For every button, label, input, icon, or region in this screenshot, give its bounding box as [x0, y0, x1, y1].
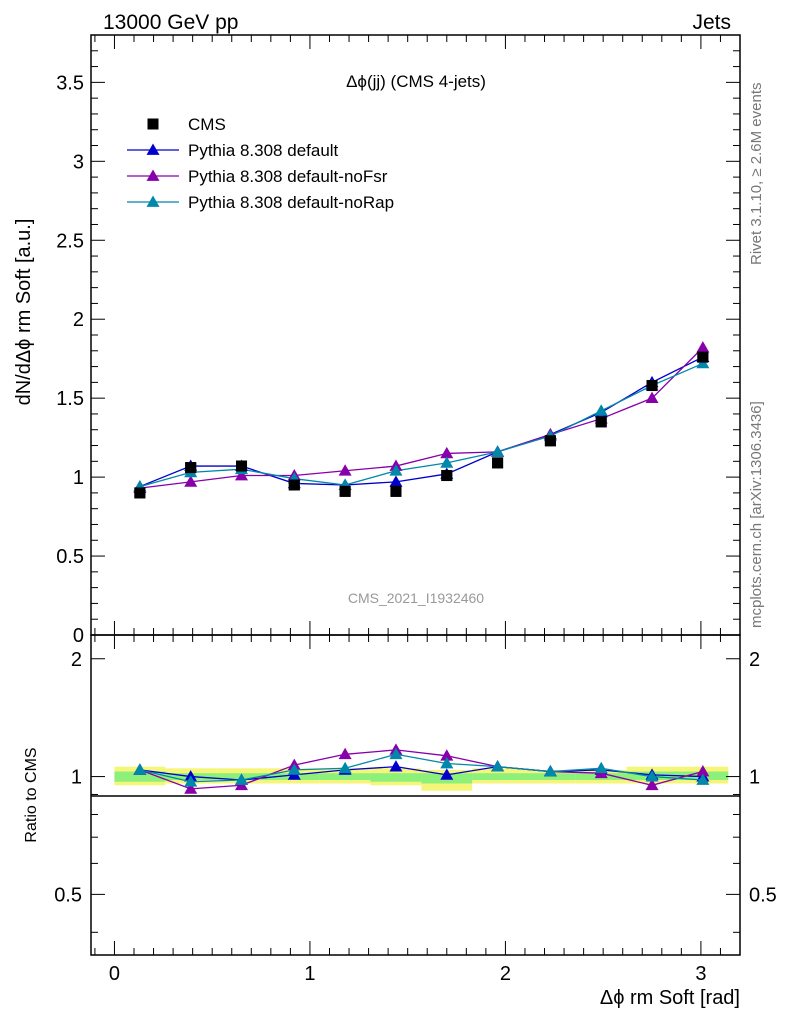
main-y-tick-label: 2 — [73, 309, 84, 331]
header-right: Jets — [692, 11, 731, 34]
ratio-point-noRap — [543, 765, 557, 777]
watermark: CMS_2021_I1932460 — [348, 590, 484, 606]
legend: CMS Pythia 8.308 default Pythia 8.308 defa… — [127, 115, 394, 212]
main-y-tick-label: 3 — [73, 151, 84, 173]
x-axis: 0 1 2 3 — [109, 963, 707, 985]
data-point-cms — [595, 416, 607, 428]
ratio-point-noFsr — [696, 765, 710, 777]
data-point-cms — [492, 457, 504, 469]
main-y-tick-label: 1 — [73, 467, 84, 489]
ratio-point-noFsr — [645, 778, 659, 791]
data-point-noFsr — [338, 464, 352, 476]
ratio-frame — [90, 634, 741, 956]
ratio-band-inner — [523, 773, 576, 780]
side-text-bottom: mcplots.cern.ch [arXiv:1306.3436] — [748, 401, 765, 628]
ratio-point-noRap — [389, 747, 403, 760]
series-line-default — [139, 356, 704, 488]
ratio-point-noRap — [184, 775, 198, 787]
plot-title: Δϕ(jj) (CMS 4-jets) — [346, 72, 486, 91]
legend-label: Pythia 8.308 default — [188, 141, 339, 160]
main-y-tick-label: 2.5 — [56, 230, 84, 252]
data-point-noRap — [440, 456, 454, 468]
ratio-y-tick-label-right: 1 — [749, 767, 760, 789]
ratio-ticks: 0.5 0.5 1 1 2 2 — [54, 635, 777, 955]
ratio-y-label: Ratio to CMS — [23, 747, 40, 842]
main-panel: 0 0.5 1 1.5 2 2.5 3 3.5 Δϕ(jj) (CMS 4-jets) CMS… — [13, 34, 741, 647]
legend-marker-noRap — [146, 195, 160, 207]
ratio-point-noFsr — [338, 747, 352, 760]
x-axis-label: Δϕ rm Soft [rad] — [600, 987, 740, 1009]
data-point-noFsr — [696, 341, 710, 353]
data-point-cms — [697, 351, 709, 363]
header-left: 13000 GeV pp — [103, 11, 238, 34]
ratio-band-inner — [370, 773, 422, 782]
ratio-point-noRap — [133, 763, 147, 775]
data-point-cms — [390, 485, 402, 497]
ratio-line-noRap — [139, 753, 703, 783]
ratio-point-noFsr — [184, 782, 198, 794]
data-point-noRap — [389, 464, 403, 476]
data-point-cms — [134, 487, 146, 499]
ratio-panel: 0.5 0.5 1 1 2 2 Ratio to CMS — [23, 634, 777, 956]
data-point-noFsr — [645, 391, 659, 404]
ratio-band-inner — [319, 773, 371, 780]
data-point-cms — [646, 380, 658, 392]
ratio-y-tick-label: 2 — [71, 649, 82, 671]
ratio-point-noRap — [645, 770, 659, 782]
ratio-y-tick-label-right: 2 — [749, 649, 760, 671]
ratio-point-noRap — [287, 763, 301, 775]
data-point-noRap — [696, 356, 710, 369]
main-y-tick-label: 0.5 — [56, 546, 84, 568]
data-point-cms — [288, 479, 300, 491]
legend-marker-cms — [147, 118, 159, 130]
ratio-line-noFsr — [139, 749, 704, 790]
ratio-y-tick-label: 1 — [71, 767, 82, 789]
data-point-noFsr — [184, 475, 198, 487]
data-point-noRap — [594, 404, 608, 416]
side-text-top: Rivet 3.1.10, ≥ 2.6M events — [748, 83, 765, 266]
data-point-cms — [544, 435, 556, 447]
ratio-point-noRap — [338, 761, 352, 774]
series-line-noRap — [139, 362, 704, 488]
main-series — [133, 341, 710, 499]
main-ticks: 0 0.5 1 1.5 2 2.5 3 3.5 — [56, 34, 740, 647]
ratio-point-noRap — [594, 761, 608, 774]
ratio-y-tick-label-right: 0.5 — [749, 884, 777, 906]
series-line-noFsr — [139, 347, 704, 489]
legend-label: CMS — [188, 115, 226, 134]
ratio-point-noRap — [440, 756, 454, 769]
data-point-noFsr — [440, 446, 454, 459]
data-point-cms — [339, 485, 351, 497]
data-point-cms — [185, 462, 197, 474]
ratio-band-inner — [114, 771, 166, 782]
x-tick-label: 1 — [304, 963, 315, 985]
ratio-point-noFsr — [440, 749, 454, 761]
x-tick-label: 3 — [695, 963, 706, 985]
ratio-line-default — [139, 766, 703, 781]
data-point-cms — [236, 460, 248, 472]
ratio-series — [133, 743, 710, 794]
ratio-y-tick-label: 0.5 — [54, 884, 82, 906]
data-point-noFsr — [235, 469, 249, 481]
data-point-default — [389, 475, 403, 487]
main-y-label: dN/dΔϕ rm Soft [a.u.] — [13, 219, 35, 406]
data-point-noRap — [491, 445, 505, 457]
main-y-tick-label: 1.5 — [56, 388, 84, 410]
legend-marker-default — [146, 143, 160, 155]
ratio-point-default — [440, 768, 454, 780]
ratio-point-noRap — [491, 760, 505, 772]
ratio-band-inner — [472, 773, 524, 780]
x-tick-label: 2 — [500, 963, 511, 985]
ratio-point-noRap — [235, 773, 249, 785]
data-point-cms — [441, 470, 453, 482]
main-y-tick-label: 0 — [73, 625, 84, 647]
x-tick-label: 0 — [109, 963, 120, 985]
legend-label: Pythia 8.308 default-noRap — [188, 193, 394, 212]
legend-label: Pythia 8.308 default-noFsr — [188, 167, 388, 186]
ratio-point-noRap — [696, 773, 710, 785]
main-y-tick-label: 3.5 — [56, 72, 84, 94]
legend-marker-noFsr — [146, 169, 160, 181]
ratio-point-default — [389, 760, 403, 772]
